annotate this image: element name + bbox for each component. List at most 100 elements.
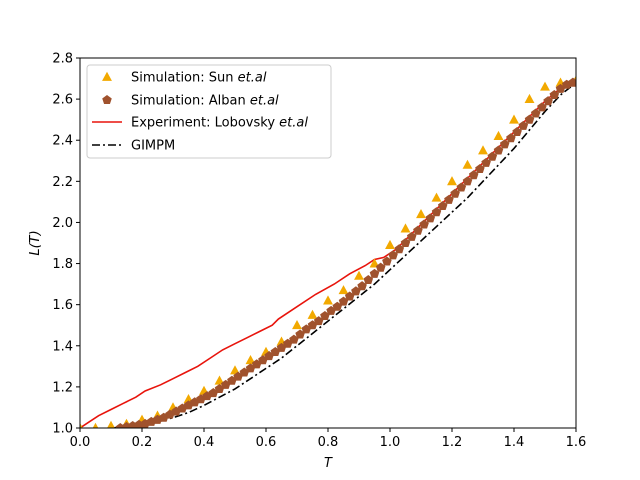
legend-marker-1 <box>102 95 112 105</box>
series-markers-1 <box>115 77 576 428</box>
y-tick-label: 2.2 <box>52 175 73 190</box>
data-point <box>351 286 361 296</box>
data-point <box>437 201 448 211</box>
data-point <box>509 114 519 124</box>
legend-label-italic: et.al <box>250 94 279 109</box>
data-point <box>518 120 529 130</box>
plot-frame <box>79 57 577 429</box>
legend-label-text: Simulation: Sun <box>131 71 238 86</box>
data-point <box>326 305 336 315</box>
data-point <box>344 291 355 301</box>
data-point <box>388 250 398 260</box>
data-point <box>295 329 305 339</box>
y-tick-label: 2.0 <box>52 216 73 231</box>
y-tick-label: 1.6 <box>52 298 73 313</box>
y-axis-label: L(T) <box>28 230 43 255</box>
data-point <box>555 83 566 93</box>
y-tick-label: 2.4 <box>52 134 73 149</box>
data-point <box>307 320 318 330</box>
y-tick-label: 1.2 <box>52 380 73 395</box>
data-point <box>369 268 380 278</box>
data-point <box>245 363 256 373</box>
data-point <box>543 96 553 106</box>
data-point <box>208 388 219 398</box>
data-point <box>382 256 392 266</box>
legend-label-0: Simulation: Sun et.al <box>131 71 267 86</box>
data-point <box>416 209 426 219</box>
legend-label-italic: et.al <box>238 71 267 86</box>
data-point <box>323 295 333 305</box>
data-point <box>227 375 237 385</box>
data-point <box>239 367 250 377</box>
data-point <box>431 207 442 217</box>
legend-frame <box>86 64 332 159</box>
data-point <box>506 133 516 143</box>
y-tick-label: 2.8 <box>52 52 73 67</box>
y-tick-label: 1.8 <box>52 257 73 272</box>
legend-label-3: GIMPM <box>131 139 175 154</box>
x-tick-label: 1.2 <box>442 435 463 450</box>
data-point <box>220 379 231 389</box>
data-point <box>400 238 411 248</box>
legend-marker-0 <box>102 71 112 81</box>
data-point <box>493 145 504 155</box>
data-point <box>568 77 576 87</box>
data-point <box>512 127 522 137</box>
data-point <box>499 139 510 149</box>
x-tick-label: 1.6 <box>566 435 587 450</box>
data-point <box>92 422 99 428</box>
data-point <box>530 108 541 118</box>
data-point <box>369 258 380 268</box>
data-point <box>537 102 547 112</box>
x-tick-label: 0.6 <box>256 435 277 450</box>
data-point <box>282 338 293 348</box>
data-point <box>462 159 473 169</box>
data-point <box>332 301 343 311</box>
data-point <box>394 244 405 254</box>
data-point <box>487 151 498 161</box>
data-point <box>481 157 491 167</box>
data-point <box>406 231 417 241</box>
data-point <box>540 81 550 91</box>
x-tick-label: 1.0 <box>380 435 401 450</box>
data-point <box>354 270 364 280</box>
data-point <box>524 114 535 124</box>
data-point <box>270 346 281 356</box>
data-point <box>307 309 318 319</box>
data-point <box>456 182 467 192</box>
data-point <box>524 93 535 104</box>
legend-label-italic: et.al <box>279 116 308 131</box>
data-point <box>419 219 429 229</box>
data-point <box>375 262 386 272</box>
data-point <box>468 170 479 180</box>
x-tick-label: 0.4 <box>194 435 215 450</box>
legend-label-2: Experiment: Lobovsky et.al <box>131 116 308 131</box>
data-point <box>425 213 436 223</box>
data-point <box>338 296 349 306</box>
data-point <box>413 225 423 235</box>
legend-label-text: Experiment: Lobovsky <box>131 116 279 131</box>
data-point <box>301 324 312 334</box>
x-tick-label: 0.8 <box>318 435 339 450</box>
x-axis-label: T <box>324 456 333 471</box>
data-point <box>80 422 83 428</box>
x-tick-label: 1.4 <box>504 435 525 450</box>
legend-label-1: Simulation: Alban et.al <box>131 94 279 109</box>
y-tick-label: 1.4 <box>52 339 73 354</box>
data-point <box>251 359 262 369</box>
data-point <box>357 281 367 291</box>
data-point <box>276 342 287 352</box>
data-point <box>493 130 504 141</box>
data-point <box>400 223 411 233</box>
data-point <box>338 285 349 295</box>
data-point <box>233 371 243 381</box>
data-point <box>450 188 460 198</box>
data-point <box>292 320 302 330</box>
data-point <box>320 310 330 321</box>
data-point <box>289 334 299 344</box>
data-point <box>313 316 324 326</box>
data-point <box>264 351 274 361</box>
data-point <box>107 420 115 428</box>
